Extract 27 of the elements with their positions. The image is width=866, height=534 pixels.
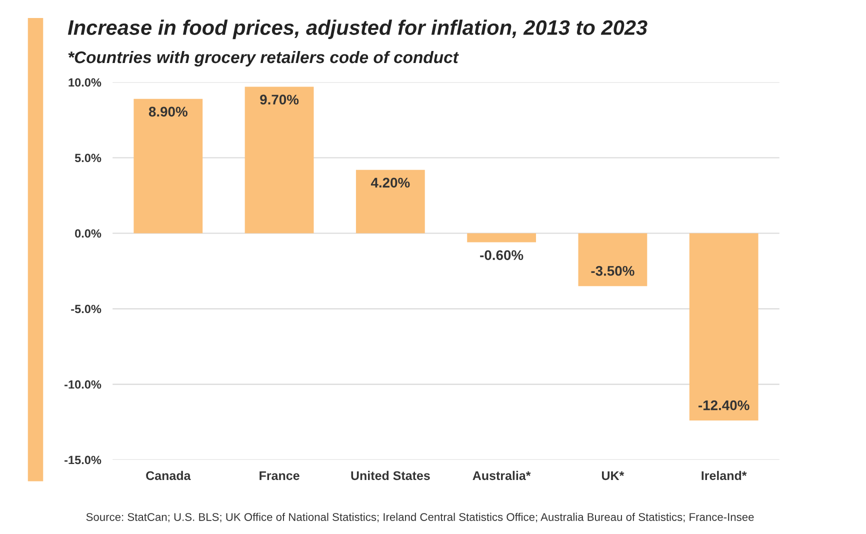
x-tick-label: Canada — [146, 470, 191, 480]
data-label: -0.60% — [480, 250, 524, 260]
bar — [244, 86, 314, 234]
bar — [689, 233, 758, 421]
x-tick-label: Ireland* — [702, 470, 747, 480]
data-label: 4.20% — [370, 178, 410, 188]
x-tick-label: France — [260, 471, 300, 480]
data-label: 9.70% — [260, 94, 299, 105]
data-label: -12.40% — [698, 400, 750, 410]
source-note: Source: StatCan; U.S. BLS; UK Office of National Statistics; Ireland Central Statistics Office; Australia Bureau of Statistics; France-Insee — [86, 512, 754, 522]
data-label: -3.50% — [591, 266, 634, 276]
bar — [356, 170, 425, 234]
y-tick-label: 10.0% — [68, 78, 102, 87]
bar — [467, 233, 536, 242]
y-tick-label: -15.0% — [64, 456, 102, 464]
y-tick-label: 5.0% — [74, 154, 102, 162]
y-tick-label: -5.0% — [71, 304, 102, 314]
bar — [134, 98, 203, 234]
x-tick-label: UK* — [602, 471, 624, 480]
y-tick-label: -10.0% — [64, 380, 102, 389]
data-label: 8.90% — [148, 106, 188, 117]
chart-subtitle: *Countries with grocery retailers code of conduct — [68, 50, 459, 67]
y-tick-label: 0.0% — [75, 229, 102, 238]
x-tick-label: Australia* — [472, 470, 531, 480]
bar — [578, 233, 648, 286]
chart-title: Increase in food prices, adjusted for inflation, 2013 to 2023 — [68, 20, 648, 40]
x-tick-label: United States — [351, 470, 430, 480]
